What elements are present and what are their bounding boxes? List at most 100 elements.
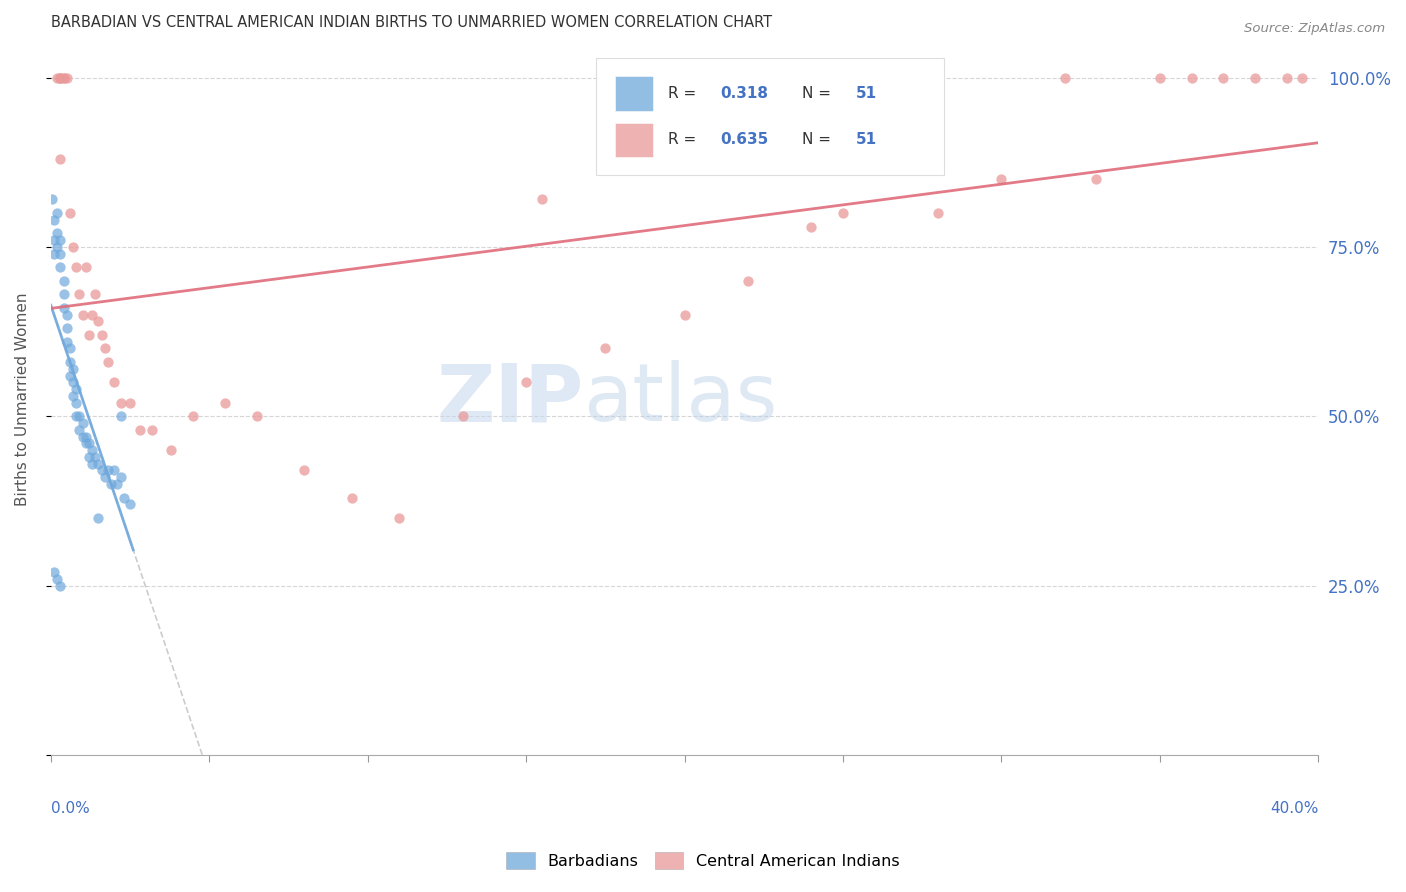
Text: 51: 51: [856, 86, 877, 101]
Point: [214, 395, 236, 409]
Point: [49, 260, 72, 275]
Point: [46, 240, 69, 254]
FancyBboxPatch shape: [596, 58, 945, 175]
Point: [72, 308, 94, 322]
Point: [52, 70, 75, 85]
Point: [100, 477, 122, 491]
Point: [90, 327, 112, 342]
Point: [80, 457, 103, 471]
Point: [110, 409, 132, 424]
Text: atlas: atlas: [583, 360, 778, 438]
Point: [246, 409, 269, 424]
Point: [75, 429, 97, 443]
Point: [1085, 172, 1108, 186]
Text: N =: N =: [803, 86, 837, 101]
Point: [737, 274, 759, 288]
Point: [72, 416, 94, 430]
Point: [72, 429, 94, 443]
Point: [183, 409, 205, 424]
Point: [80, 443, 103, 458]
Text: 51: 51: [856, 132, 877, 147]
Point: [67, 409, 90, 424]
Point: [1275, 70, 1298, 85]
Point: [595, 342, 617, 356]
Point: [112, 491, 135, 505]
Point: [927, 206, 949, 220]
Point: [59, 368, 82, 383]
FancyBboxPatch shape: [614, 122, 652, 157]
Point: [52, 274, 75, 288]
Point: [65, 382, 87, 396]
Point: [87, 457, 110, 471]
Point: [42, 233, 65, 247]
Point: [1053, 70, 1076, 85]
Point: [49, 70, 72, 85]
Point: [118, 497, 141, 511]
FancyBboxPatch shape: [614, 77, 652, 111]
Point: [62, 361, 84, 376]
Point: [75, 260, 97, 275]
Point: [87, 511, 110, 525]
Point: [49, 578, 72, 592]
Point: [65, 395, 87, 409]
Point: [128, 423, 150, 437]
Text: R =: R =: [668, 86, 702, 101]
Point: [93, 342, 115, 356]
Point: [673, 308, 696, 322]
Point: [62, 389, 84, 403]
Point: [77, 436, 100, 450]
Point: [52, 287, 75, 301]
Point: [49, 70, 72, 85]
Point: [90, 463, 112, 477]
Point: [103, 463, 125, 477]
Text: BARBADIAN VS CENTRAL AMERICAN INDIAN BIRTHS TO UNMARRIED WOMEN CORRELATION CHART: BARBADIAN VS CENTRAL AMERICAN INDIAN BIR…: [51, 15, 772, 30]
Text: 40.0%: 40.0%: [1270, 801, 1319, 816]
Point: [49, 246, 72, 260]
Point: [80, 308, 103, 322]
Point: [65, 260, 87, 275]
Point: [55, 308, 77, 322]
Point: [52, 301, 75, 315]
Point: [42, 212, 65, 227]
Point: [84, 450, 107, 464]
Point: [42, 246, 65, 260]
Text: 0.635: 0.635: [720, 132, 768, 147]
Point: [87, 314, 110, 328]
Text: 0.318: 0.318: [720, 86, 768, 101]
Point: [65, 409, 87, 424]
Point: [110, 395, 132, 409]
Text: R =: R =: [668, 132, 702, 147]
Point: [67, 423, 90, 437]
Legend: Barbadians, Central American Indians: Barbadians, Central American Indians: [501, 846, 905, 875]
Point: [75, 436, 97, 450]
Point: [93, 470, 115, 484]
Point: [46, 70, 69, 85]
Point: [49, 233, 72, 247]
Point: [118, 395, 141, 409]
Point: [103, 376, 125, 390]
Text: N =: N =: [803, 132, 837, 147]
Point: [160, 443, 183, 458]
Point: [1291, 70, 1313, 85]
Point: [340, 491, 363, 505]
Point: [105, 477, 128, 491]
Point: [84, 287, 107, 301]
Point: [62, 376, 84, 390]
Point: [52, 70, 75, 85]
Point: [141, 423, 163, 437]
Point: [49, 152, 72, 166]
Point: [990, 172, 1012, 186]
Point: [832, 206, 855, 220]
Point: [49, 70, 72, 85]
Point: [77, 327, 100, 342]
Point: [62, 240, 84, 254]
Point: [451, 409, 474, 424]
Point: [67, 287, 90, 301]
Point: [46, 206, 69, 220]
Point: [1212, 70, 1234, 85]
Point: [1244, 70, 1267, 85]
Point: [55, 70, 77, 85]
Point: [110, 470, 132, 484]
Point: [42, 565, 65, 579]
Point: [59, 355, 82, 369]
